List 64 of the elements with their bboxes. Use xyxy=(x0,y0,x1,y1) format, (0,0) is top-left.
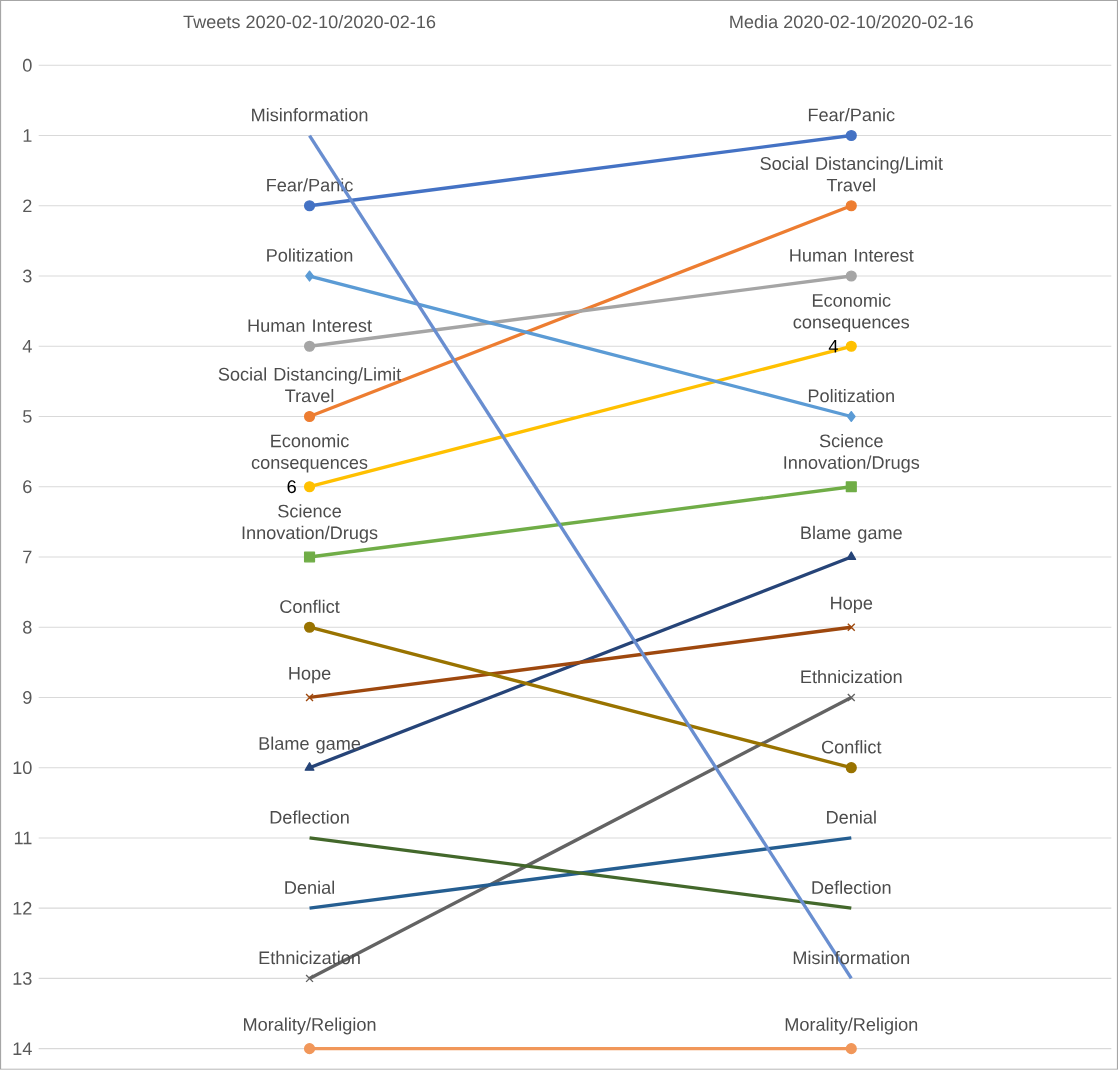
series-label: Conflict xyxy=(821,740,882,754)
point xyxy=(303,200,316,212)
point xyxy=(303,551,316,563)
series-label: Science Innovation/Drugs xyxy=(242,504,378,543)
point xyxy=(305,270,314,282)
text: Hope xyxy=(831,596,873,614)
point xyxy=(845,340,857,352)
point xyxy=(305,693,314,702)
series-label: Hope xyxy=(289,667,331,684)
y-tick-label: 7 xyxy=(23,550,32,564)
series-label: Human Interest xyxy=(248,319,372,333)
point xyxy=(846,410,856,423)
point xyxy=(303,340,316,352)
text: Misinformation xyxy=(252,108,368,122)
point xyxy=(303,621,316,633)
point xyxy=(303,1043,316,1055)
point xyxy=(305,974,314,983)
text: Economic consequences xyxy=(793,293,910,333)
y-tick-label: 3 xyxy=(22,269,32,283)
text: Conflict xyxy=(280,599,340,614)
y-tick-label: 2 xyxy=(23,199,32,213)
series-label: Deflection xyxy=(812,880,891,895)
text: Politization xyxy=(267,248,353,262)
series-label: Social Distancing/Limit Travel xyxy=(218,367,402,403)
y-tick-label: 6 xyxy=(23,480,32,494)
text: Denial xyxy=(827,810,876,824)
series-label: Blame game xyxy=(259,736,361,754)
y-tick-label: 0 xyxy=(22,58,32,72)
point xyxy=(303,481,316,493)
y-tick-label: 9 xyxy=(23,691,32,704)
y-tick-label: 5 xyxy=(22,410,32,423)
point xyxy=(845,270,857,282)
y-tick-label: 12 xyxy=(13,901,32,915)
text: Science Innovation/Drugs xyxy=(784,434,920,473)
point xyxy=(845,200,857,212)
y-tick-label: 11 xyxy=(14,831,32,845)
series-label: Denial xyxy=(285,880,335,895)
x-tick-label: Media 2020-02-10/2020-02-16 xyxy=(730,15,973,29)
data-label: 6 xyxy=(287,480,296,494)
y-tick-label: 8 xyxy=(23,620,32,634)
point xyxy=(845,1043,857,1055)
y-tick-label: 14 xyxy=(13,1042,32,1055)
text: Blame game xyxy=(801,525,902,543)
point xyxy=(847,623,856,632)
point xyxy=(845,130,857,142)
point xyxy=(845,481,857,493)
point xyxy=(845,762,857,774)
text: Ethnicization xyxy=(801,669,902,684)
series-label: Politization xyxy=(808,389,894,403)
series-label: Morality/Religion xyxy=(244,1017,376,1035)
text: Human Interest xyxy=(790,249,914,262)
text: Social Distancing/Limit Travel xyxy=(760,156,943,192)
y-tick-label: 1 xyxy=(23,129,32,142)
data-label: 4 xyxy=(828,340,838,353)
y-tick-label: 10 xyxy=(13,761,32,775)
text: Morality/Religion xyxy=(785,1017,918,1035)
y-tick-label: 13 xyxy=(13,972,32,985)
x-tick-label: Tweets 2020-02-10/2020-02-16 xyxy=(183,15,436,29)
text: Fear/Panic xyxy=(808,108,895,122)
text: Deflection xyxy=(270,810,349,824)
y-tick-label: 4 xyxy=(22,340,32,353)
series-label: Economic consequences xyxy=(251,434,368,473)
point xyxy=(303,410,316,423)
point xyxy=(847,693,856,702)
